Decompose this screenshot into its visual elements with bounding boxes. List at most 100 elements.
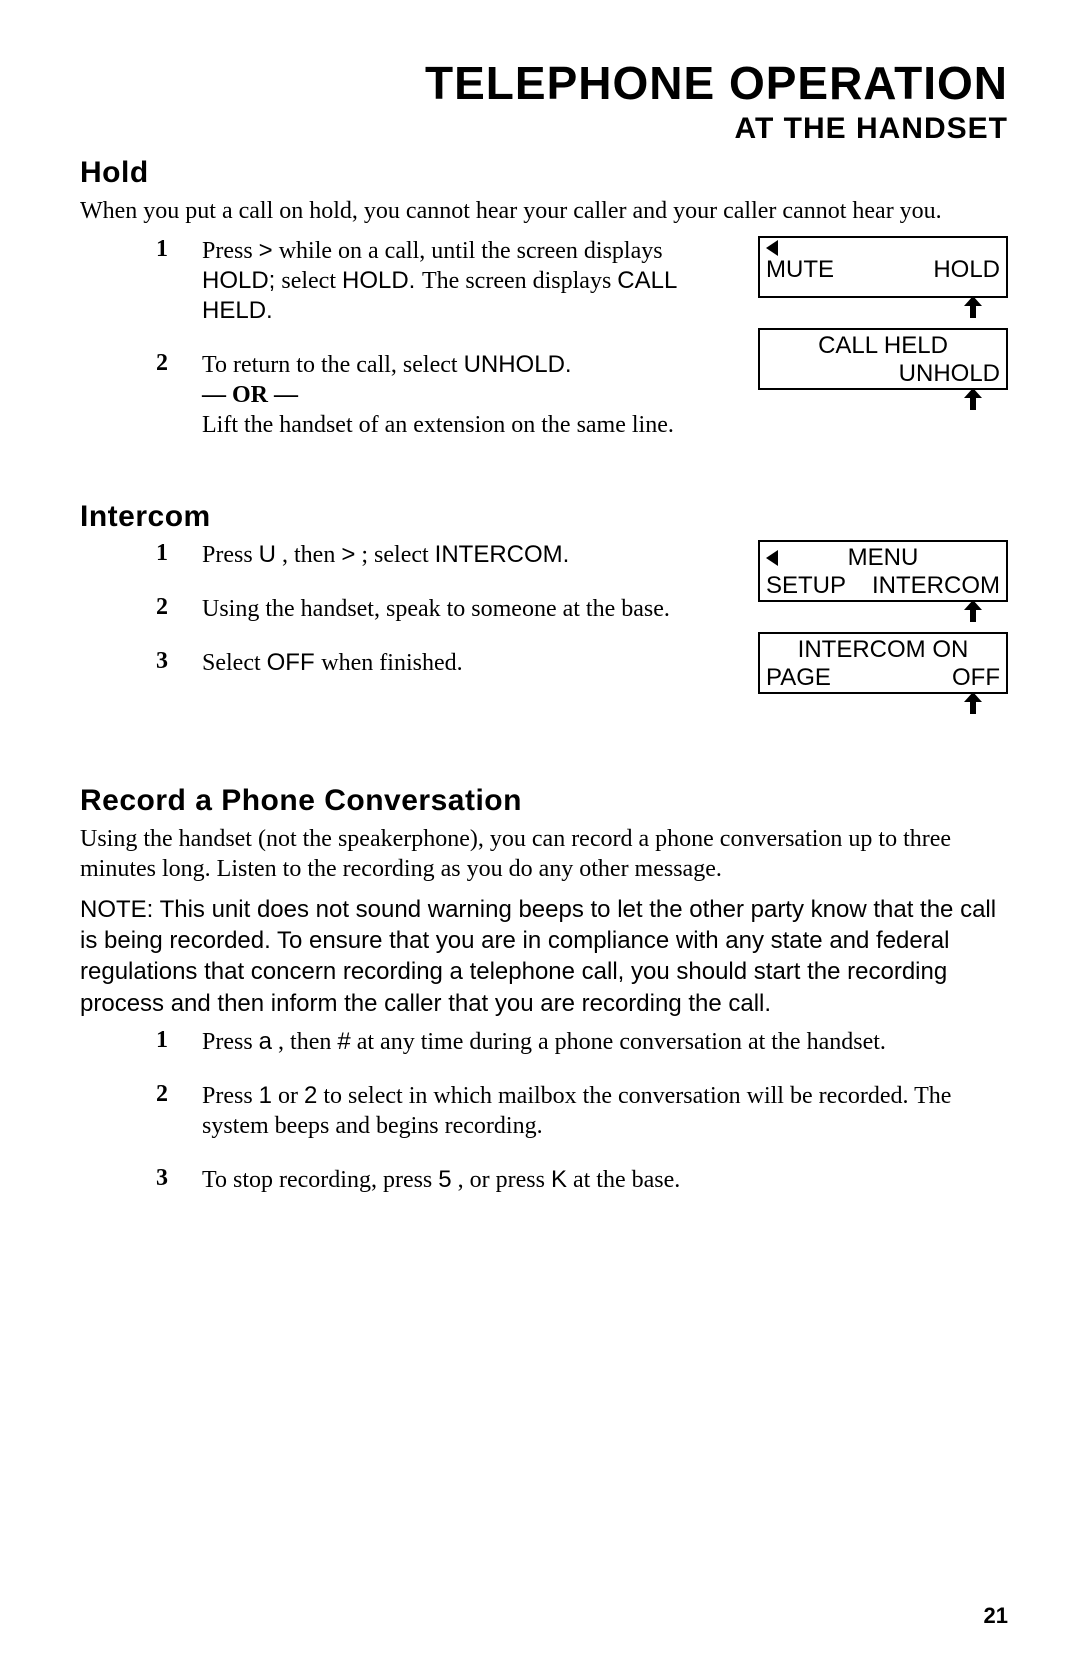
text: , then <box>282 542 341 568</box>
key-label: > <box>341 541 355 568</box>
record-intro: Using the handset (not the speakerphone)… <box>80 824 1008 884</box>
page-title: TELEPHONE OPERATION <box>80 56 1008 110</box>
screen-line: CALL HELD <box>766 332 1000 360</box>
screen-label: OFF <box>952 664 1000 692</box>
text: Lift the handset of an extension on the … <box>202 412 674 438</box>
or-divider: — OR — <box>202 382 298 408</box>
step-number: 2 <box>156 350 202 440</box>
manual-page: TELEPHONE OPERATION AT THE HANDSET Hold … <box>0 0 1080 1669</box>
text: Press <box>202 542 259 568</box>
screen-label: PAGE <box>766 664 831 692</box>
screen-call-held: CALL HELD UNHOLD <box>758 328 1008 390</box>
section-hold: Hold When you put a call on hold, you ca… <box>80 156 1008 464</box>
step-number: 3 <box>156 648 202 678</box>
text: Press <box>202 1083 259 1109</box>
intercom-screens: MENU SETUP INTERCOM INTERCOM ON <box>758 540 1008 724</box>
text: select <box>281 268 342 294</box>
screen-line: SETUP INTERCOM <box>766 572 1000 600</box>
text: or <box>278 1083 304 1109</box>
hold-step-2: 2 To return to the call, select UNHOLD. … <box>156 350 740 440</box>
hold-intro: When you put a call on hold, you cannot … <box>80 196 1008 226</box>
step-number: 2 <box>156 594 202 624</box>
key-label: UNHOLD. <box>464 351 572 378</box>
step-body: Press U , then > ; select INTERCOM. <box>202 540 569 570</box>
step-number: 3 <box>156 1165 202 1195</box>
hold-steps-col: 1 Press > while on a call, until the scr… <box>80 236 740 464</box>
text: The screen displays <box>422 268 617 294</box>
section-intercom: Intercom 1 Press U , then > ; select INT… <box>80 500 1008 724</box>
arrow-up-icon <box>964 390 982 410</box>
page-subtitle: AT THE HANDSET <box>80 112 1008 146</box>
hold-row: 1 Press > while on a call, until the scr… <box>80 236 1008 464</box>
hold-screens: MUTE HOLD CALL HELD UNHOLD <box>758 236 1008 420</box>
text: ; select <box>361 542 434 568</box>
screen-intercom-on: INTERCOM ON PAGE OFF <box>758 632 1008 694</box>
key-label: # <box>337 1028 350 1055</box>
hold-step-1: 1 Press > while on a call, until the scr… <box>156 236 740 326</box>
record-step-3: 3 To stop recording, press 5 , or press … <box>156 1165 1008 1195</box>
record-steps: 1 Press a , then # at any time during a … <box>80 1027 1008 1195</box>
screen-line: MENU <box>766 544 1000 572</box>
text: when finished. <box>321 650 462 676</box>
screen-label: INTERCOM ON <box>766 636 1000 664</box>
arrow-up-icon <box>964 298 982 318</box>
screen-label: MUTE <box>766 256 834 284</box>
screen-label: INTERCOM <box>872 572 1000 600</box>
step-body: To return to the call, select UNHOLD. — … <box>202 350 674 440</box>
intercom-step-3: 3 Select OFF when finished. <box>156 648 740 678</box>
step-body: Press 1 or 2 to select in which mailbox … <box>202 1081 1008 1141</box>
record-step-2: 2 Press 1 or 2 to select in which mailbo… <box>156 1081 1008 1141</box>
arrow-up-icon <box>964 602 982 622</box>
text: To return to the call, select <box>202 352 464 378</box>
key-label: 1 <box>259 1082 272 1109</box>
key-label: a <box>259 1028 272 1055</box>
screen-line: UNHOLD <box>766 360 1000 388</box>
record-note: NOTE: This unit does not sound warning b… <box>80 894 1008 1019</box>
key-label: OFF <box>267 649 322 676</box>
key-label: > <box>259 237 273 264</box>
record-step-1: 1 Press a , then # at any time during a … <box>156 1027 1008 1057</box>
step-body: Press > while on a call, until the scree… <box>202 236 740 326</box>
text: To stop recording, press <box>202 1167 438 1193</box>
key-label: 2 <box>304 1082 317 1109</box>
screen-line <box>766 240 1000 256</box>
key-label: 5 <box>438 1166 451 1193</box>
text: Press <box>202 1029 259 1055</box>
page-number: 21 <box>984 1603 1008 1629</box>
screen-mute-hold: MUTE HOLD <box>758 236 1008 298</box>
section-heading-hold: Hold <box>80 156 1008 190</box>
screen-label: UNHOLD <box>899 360 1000 388</box>
step-body: Select OFF when finished. <box>202 648 463 678</box>
text: Select <box>202 650 267 676</box>
key-label: INTERCOM. <box>435 541 570 568</box>
text: at any time during a phone conversation … <box>357 1029 886 1055</box>
step-number: 1 <box>156 1027 202 1057</box>
hold-steps: 1 Press > while on a call, until the scr… <box>80 236 740 440</box>
pointer-left-icon <box>766 550 778 566</box>
step-number: 1 <box>156 236 202 326</box>
section-record: Record a Phone Conversation Using the ha… <box>80 784 1008 1195</box>
screen-label: SETUP <box>766 572 846 600</box>
step-body: Using the handset, speak to someone at t… <box>202 594 670 624</box>
screen-label: CALL HELD <box>766 332 1000 360</box>
screen-menu: MENU SETUP INTERCOM <box>758 540 1008 602</box>
step-body: To stop recording, press 5 , or press K … <box>202 1165 680 1195</box>
section-heading-record: Record a Phone Conversation <box>80 784 1008 818</box>
screen-line: MUTE HOLD <box>766 256 1000 284</box>
text: , or press <box>458 1167 551 1193</box>
key-label: HOLD; <box>202 267 275 294</box>
intercom-step-2: 2 Using the handset, speak to someone at… <box>156 594 740 624</box>
key-label: HOLD. <box>342 267 422 294</box>
section-heading-intercom: Intercom <box>80 500 1008 534</box>
key-label: K <box>551 1166 567 1193</box>
text: Press <box>202 238 259 264</box>
text: , then <box>278 1029 337 1055</box>
screen-line: INTERCOM ON <box>766 636 1000 664</box>
intercom-row: 1 Press U , then > ; select INTERCOM. 2 <box>80 540 1008 724</box>
key-label: U <box>259 541 276 568</box>
text: at the base. <box>573 1167 680 1193</box>
intercom-steps-col: 1 Press U , then > ; select INTERCOM. 2 <box>80 540 740 702</box>
screen-label: MENU <box>778 544 988 572</box>
intercom-step-1: 1 Press U , then > ; select INTERCOM. <box>156 540 740 570</box>
screen-line: PAGE OFF <box>766 664 1000 692</box>
